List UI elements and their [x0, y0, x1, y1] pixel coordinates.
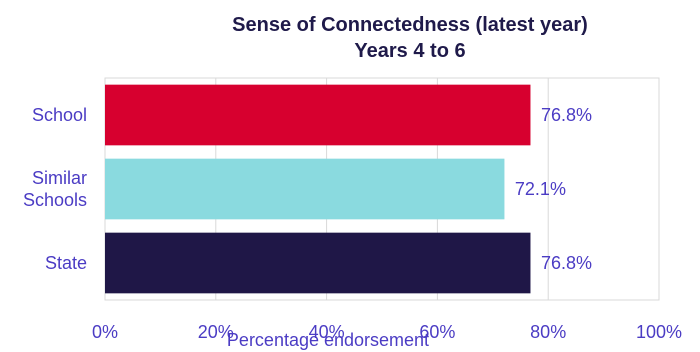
category-label: School [32, 105, 87, 125]
x-axis-label: Percentage endorsement [227, 330, 429, 350]
x-tick-label: 100% [636, 322, 682, 342]
data-labels: 76.8% 72.1% 76.8% [515, 105, 592, 273]
chart-title: Sense of Connectedness (latest year) [232, 14, 588, 36]
data-label: 72.1% [515, 179, 566, 199]
data-label: 76.8% [541, 105, 592, 125]
bar [105, 232, 531, 294]
category-label: Similar Schools [23, 168, 87, 210]
x-tick-label: 60% [419, 322, 455, 342]
x-tick-label: 20% [198, 322, 234, 342]
x-axis-ticks: 0% 20% 40% 60% 80% 100% [92, 322, 682, 342]
category-labels: School Similar Schools State [23, 105, 87, 273]
x-tick-label: 80% [530, 322, 566, 342]
x-tick-label: 0% [92, 322, 118, 342]
chart-subtitle: Years 4 to 6 [354, 40, 465, 62]
category-label: State [45, 253, 87, 273]
x-tick-label: 40% [309, 322, 345, 342]
bar [105, 84, 531, 146]
bar [105, 158, 505, 220]
bars-group [105, 84, 531, 294]
data-label: 76.8% [541, 253, 592, 273]
